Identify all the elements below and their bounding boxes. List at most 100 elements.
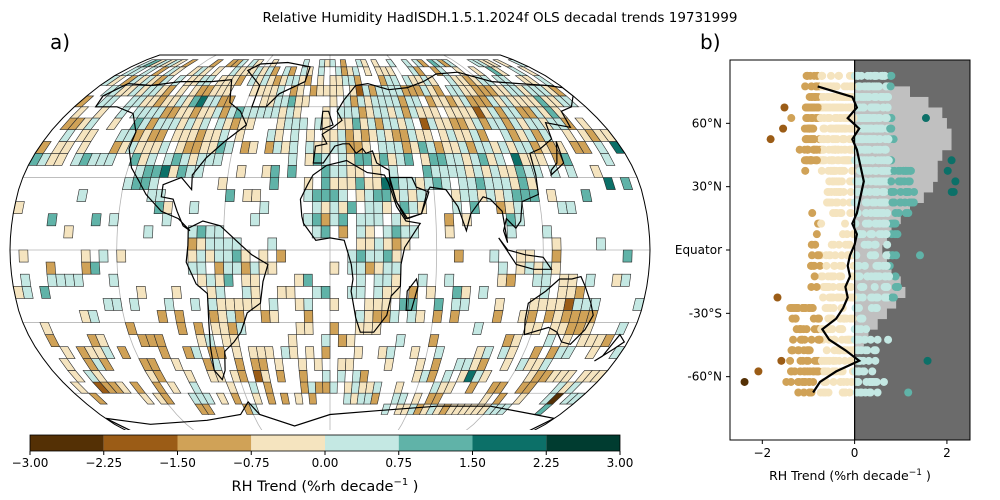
zonal-point <box>822 346 831 355</box>
zonal-point <box>830 261 839 270</box>
zonal-point <box>740 377 749 386</box>
grid-cell <box>157 141 172 154</box>
colorbar-tick-label: 0.75 <box>385 456 412 470</box>
zonal-point <box>858 282 867 291</box>
zonal-mean-line <box>812 85 865 394</box>
grid-cell <box>170 358 184 371</box>
land-fraction-bar <box>854 308 887 320</box>
zonal-point <box>864 219 873 228</box>
zonal-point <box>886 82 895 91</box>
zonal-point <box>800 335 809 344</box>
grid-cell <box>173 310 186 323</box>
zonal-point <box>786 356 795 365</box>
zonal-point <box>817 219 826 228</box>
grid-cell <box>128 298 141 311</box>
zonal-point <box>827 166 836 175</box>
grid-cell <box>574 117 593 130</box>
grid-cell <box>39 285 51 299</box>
land-fraction-bar <box>854 318 878 330</box>
y-tick-label: -60°N <box>687 370 722 384</box>
grid-cell <box>493 298 505 311</box>
grid-cell <box>223 141 235 154</box>
grid-cell <box>620 273 632 287</box>
zonal-point <box>813 103 822 112</box>
grid-cell <box>329 381 338 394</box>
grid-cell <box>156 310 169 323</box>
grid-cell <box>397 392 409 405</box>
zonal-point <box>857 346 866 355</box>
zonal-point <box>947 187 956 196</box>
grid-cell <box>188 201 200 214</box>
coastline-new-zealand <box>594 333 626 362</box>
grid-cell <box>491 392 509 405</box>
land-fraction-bar <box>854 255 887 267</box>
grid-cell <box>433 298 444 311</box>
grid-cell <box>268 298 279 311</box>
zonal-point <box>876 92 885 101</box>
zonal-point <box>860 240 869 249</box>
zonal-point <box>817 71 826 80</box>
zonal-point <box>877 177 886 186</box>
grid-cell <box>251 189 262 202</box>
zonal-point <box>854 367 863 376</box>
grid-cell <box>73 273 84 287</box>
zonal-point <box>901 166 910 175</box>
grid-cell <box>414 358 426 371</box>
zonal-point <box>835 272 844 281</box>
grid-cell <box>580 189 593 202</box>
zonal-point <box>867 272 876 281</box>
coastline-japan <box>550 141 565 177</box>
colorbar-tick-label: −3.00 <box>12 456 49 470</box>
zonal-point <box>787 114 796 123</box>
grid-cell <box>409 346 421 359</box>
land-fraction-bar <box>854 128 952 140</box>
zonal-point <box>829 304 838 313</box>
zonal-point <box>871 177 880 186</box>
grid-cell <box>287 66 298 76</box>
zonal-point <box>846 209 855 218</box>
grid-cell <box>179 59 199 68</box>
zonal-point <box>815 261 824 270</box>
zonal-point <box>802 135 811 144</box>
grid-cell <box>207 59 225 68</box>
grid-cell <box>201 392 216 405</box>
land-fraction-bar <box>854 265 892 277</box>
grid-cell <box>584 273 596 287</box>
grid-cell <box>63 225 74 239</box>
land-fraction-bar <box>854 181 934 193</box>
zonal-point <box>809 261 818 270</box>
grid-cell <box>19 273 32 287</box>
colorbar-bin <box>103 435 178 451</box>
grid-cell <box>576 141 593 154</box>
grid-cell <box>412 66 427 76</box>
coastline-europe-asia <box>312 71 574 243</box>
land-fraction-bar <box>854 286 906 298</box>
zonal-point <box>871 356 880 365</box>
zonal-point <box>842 124 851 133</box>
zonal-point <box>782 377 791 386</box>
zonal-point <box>754 367 763 376</box>
zonal-point <box>861 209 870 218</box>
zonal-point <box>865 82 874 91</box>
zonal-point <box>872 219 881 228</box>
colorbar-bin <box>325 435 399 451</box>
zonal-point <box>868 230 877 239</box>
zonal-point <box>792 325 801 334</box>
grid-cell <box>528 346 544 359</box>
zonal-point <box>840 166 849 175</box>
zonal-point <box>896 177 905 186</box>
colorbar-label: RH Trend (%rh decade−1 ) <box>232 477 419 495</box>
zonal-point <box>818 272 827 281</box>
grid-cell <box>389 310 400 323</box>
colorbar-tick-label: −1.50 <box>159 456 196 470</box>
colorbar-tick-label: 1.50 <box>459 456 486 470</box>
land-fraction-bar <box>854 244 883 256</box>
grid-cell <box>214 346 227 359</box>
zonal-point <box>817 166 826 175</box>
zonal-point <box>856 314 865 323</box>
land-fraction-bar <box>854 202 910 214</box>
grid-cell <box>372 381 383 394</box>
zonal-point <box>808 209 817 218</box>
zonal-point <box>831 114 840 123</box>
zonal-point <box>871 240 880 249</box>
